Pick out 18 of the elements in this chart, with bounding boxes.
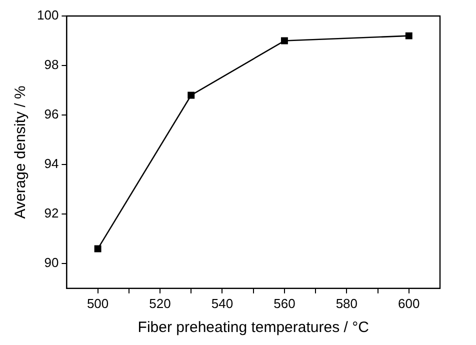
y-axis-title: Average density / % <box>12 86 30 219</box>
x-axis-title: Fiber preheating temperatures / °C <box>138 319 370 336</box>
y-tick-label: 92 <box>44 206 59 221</box>
y-tick-label: 94 <box>44 156 59 172</box>
x-tick-label: 560 <box>274 296 296 311</box>
y-tick-label: 90 <box>44 255 59 270</box>
x-tick-label: 580 <box>336 296 358 311</box>
x-tick-label: 520 <box>149 296 171 311</box>
point <box>405 32 412 40</box>
x-tick-label: 500 <box>86 296 109 311</box>
y-tick-label: 98 <box>44 57 59 72</box>
point <box>188 92 195 99</box>
y-tick-label: 100 <box>36 8 59 23</box>
point <box>280 37 288 44</box>
point <box>94 245 102 252</box>
y-tick-label: 96 <box>44 106 59 122</box>
x-tick-label: 600 <box>398 296 420 311</box>
x-tick-label: 540 <box>211 296 234 311</box>
